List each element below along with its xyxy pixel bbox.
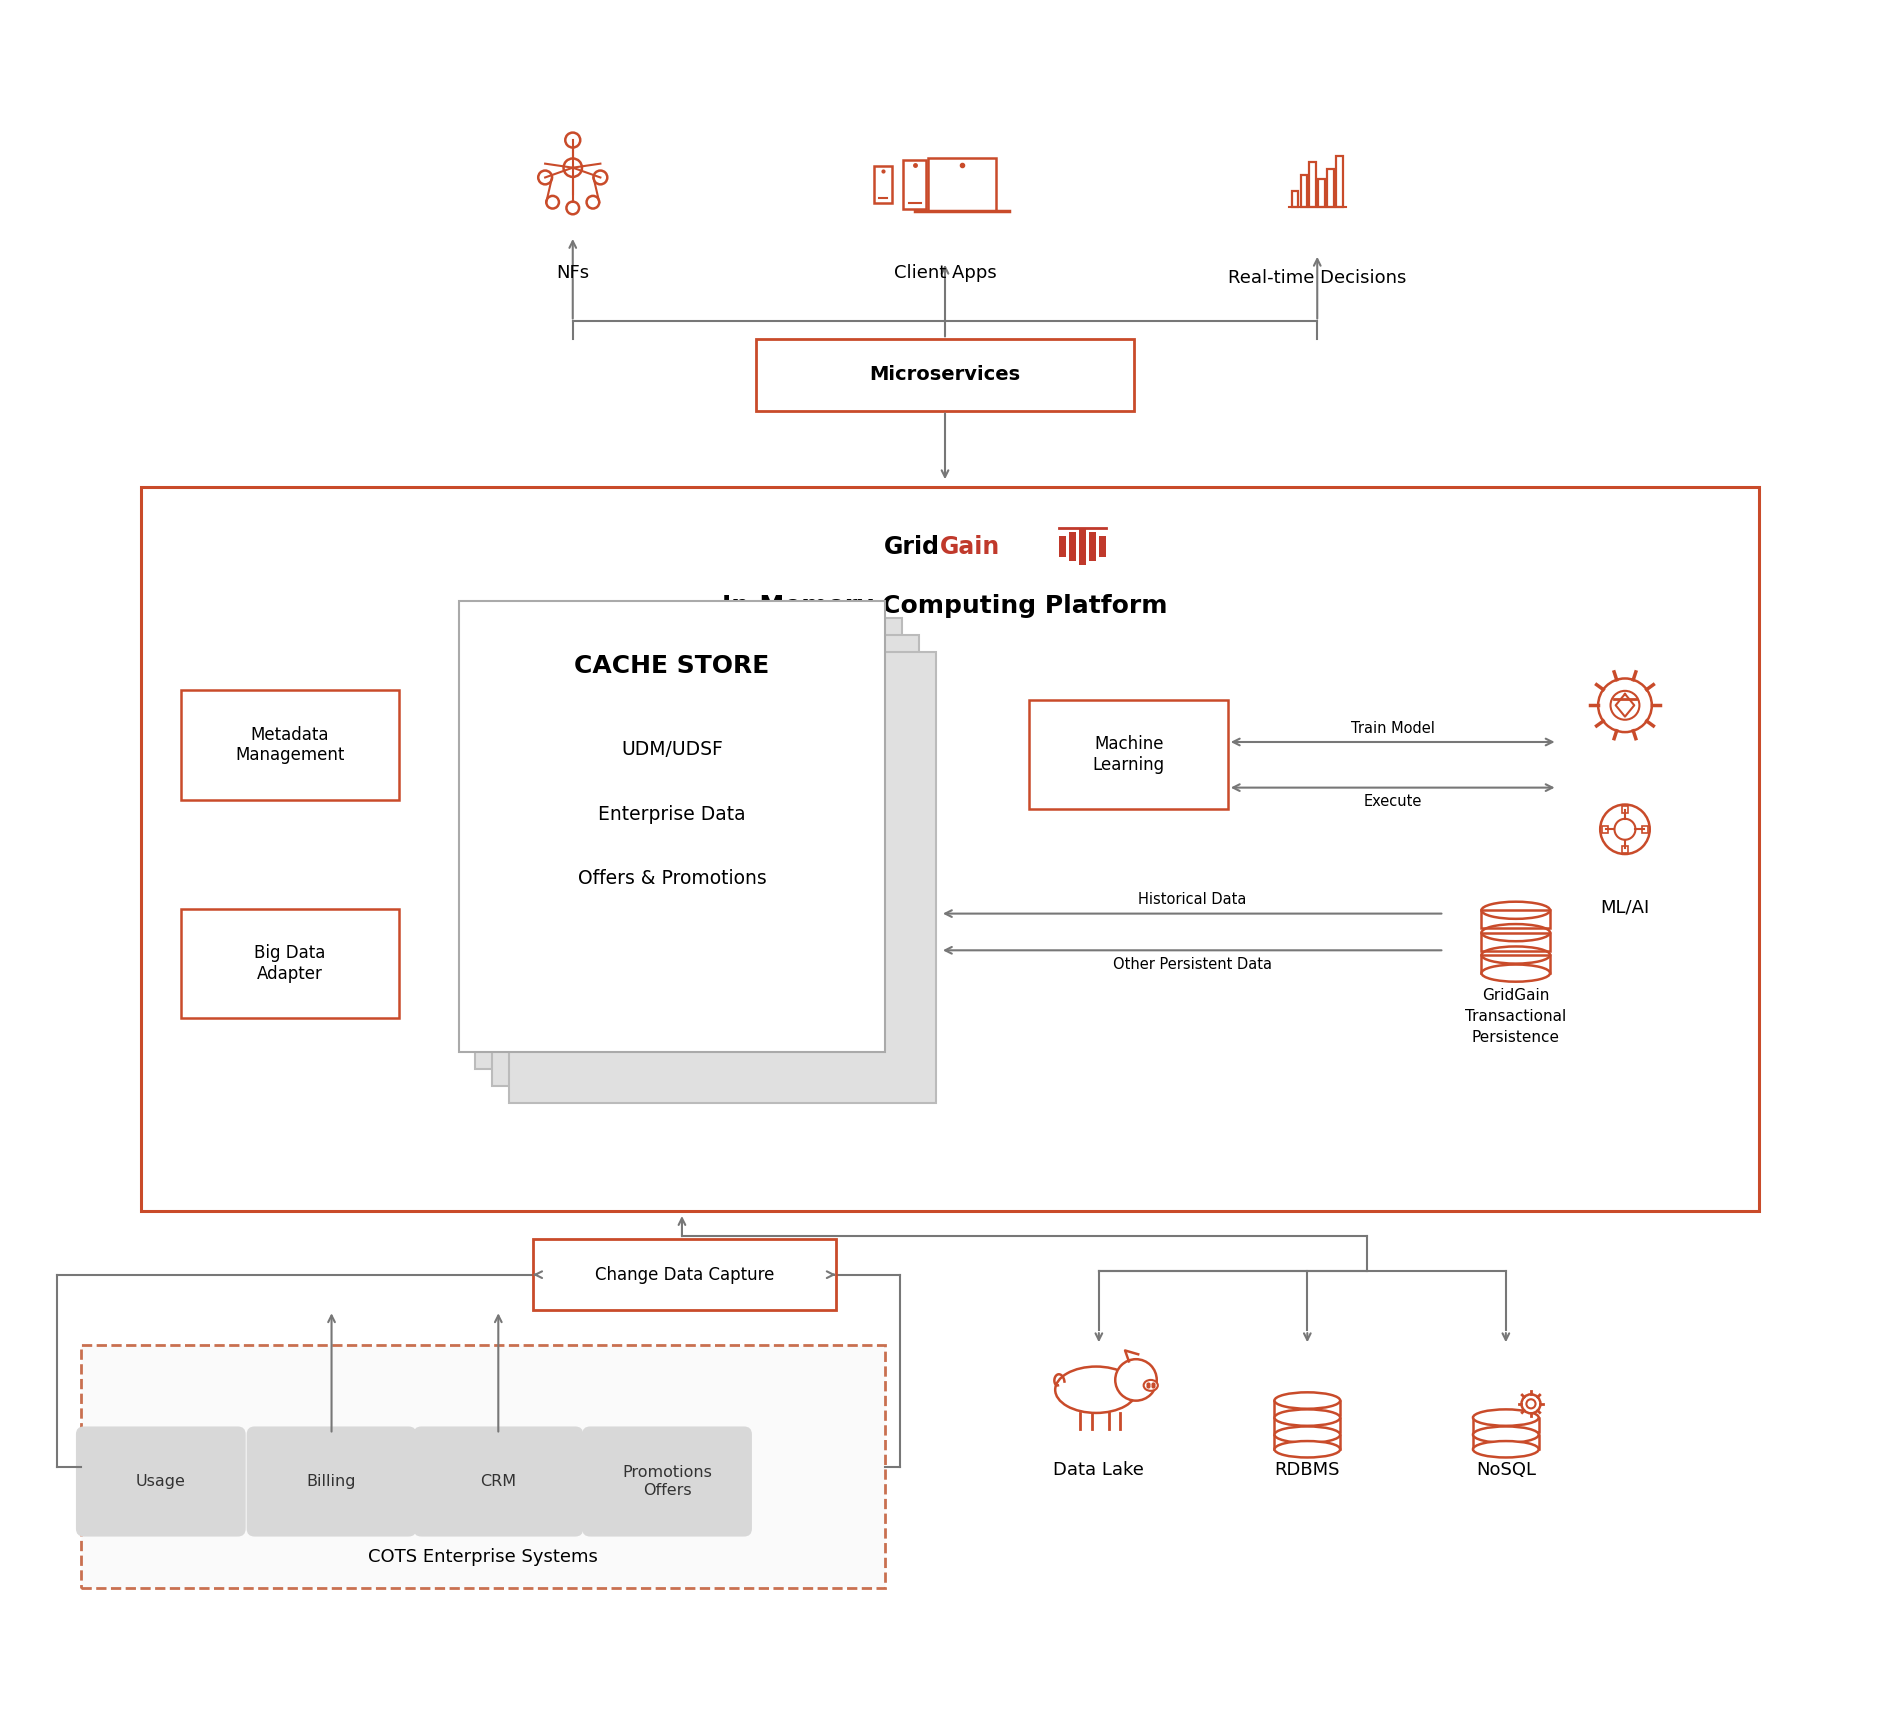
Text: CRM: CRM bbox=[480, 1475, 516, 1489]
Ellipse shape bbox=[1473, 1426, 1539, 1444]
Bar bbox=[902, 161, 927, 209]
Bar bbox=[1275, 1435, 1341, 1449]
Text: UDM/UDSF: UDM/UDSF bbox=[620, 740, 722, 759]
FancyBboxPatch shape bbox=[414, 1426, 582, 1537]
Bar bbox=[1275, 1400, 1341, 1414]
Bar bbox=[1622, 845, 1628, 852]
FancyBboxPatch shape bbox=[582, 1426, 753, 1537]
Text: Promotions
Offers: Promotions Offers bbox=[622, 1464, 713, 1497]
Bar bbox=[1099, 536, 1106, 557]
Text: Real-time Decisions: Real-time Decisions bbox=[1227, 268, 1407, 287]
Text: Gain: Gain bbox=[940, 534, 1000, 558]
Ellipse shape bbox=[1275, 1440, 1341, 1458]
Circle shape bbox=[1116, 1359, 1157, 1400]
Bar bbox=[1602, 826, 1609, 833]
Ellipse shape bbox=[1473, 1440, 1539, 1458]
FancyBboxPatch shape bbox=[509, 652, 936, 1103]
Bar bbox=[1059, 536, 1067, 557]
Text: Billing: Billing bbox=[306, 1475, 356, 1489]
FancyBboxPatch shape bbox=[756, 339, 1133, 412]
Text: COTS Enterprise Systems: COTS Enterprise Systems bbox=[369, 1547, 598, 1566]
FancyBboxPatch shape bbox=[182, 690, 399, 799]
Text: Execute: Execute bbox=[1363, 794, 1422, 809]
Bar bbox=[1301, 175, 1307, 207]
Bar bbox=[1473, 1435, 1539, 1449]
Ellipse shape bbox=[1055, 1366, 1136, 1413]
Bar bbox=[1318, 180, 1326, 207]
Bar bbox=[1068, 533, 1076, 562]
Text: Data Lake: Data Lake bbox=[1053, 1461, 1144, 1480]
Bar bbox=[1641, 826, 1649, 833]
Bar bbox=[1309, 163, 1316, 207]
FancyBboxPatch shape bbox=[460, 602, 885, 1053]
Bar bbox=[1080, 527, 1085, 565]
FancyBboxPatch shape bbox=[142, 488, 1759, 1212]
Text: Client Apps: Client Apps bbox=[894, 265, 997, 282]
Text: Grid: Grid bbox=[883, 534, 940, 558]
Text: Other Persistent Data: Other Persistent Data bbox=[1112, 958, 1271, 972]
Ellipse shape bbox=[1473, 1409, 1539, 1426]
Ellipse shape bbox=[1275, 1426, 1341, 1444]
Bar bbox=[1275, 1418, 1341, 1432]
Ellipse shape bbox=[1144, 1380, 1157, 1390]
Bar bbox=[928, 157, 997, 211]
Text: Machine
Learning: Machine Learning bbox=[1093, 735, 1165, 775]
Bar bbox=[1292, 190, 1299, 207]
FancyBboxPatch shape bbox=[533, 1240, 836, 1311]
Text: CACHE STORE: CACHE STORE bbox=[575, 654, 770, 678]
Bar bbox=[874, 166, 893, 202]
Text: Offers & Promotions: Offers & Promotions bbox=[577, 870, 766, 889]
Bar bbox=[1089, 533, 1097, 562]
Ellipse shape bbox=[1275, 1409, 1341, 1426]
Text: Historical Data: Historical Data bbox=[1138, 892, 1246, 906]
FancyBboxPatch shape bbox=[475, 617, 902, 1069]
FancyBboxPatch shape bbox=[81, 1345, 885, 1589]
Text: ML/AI: ML/AI bbox=[1600, 899, 1649, 916]
Text: In-Memory Computing Platform: In-Memory Computing Platform bbox=[722, 595, 1169, 617]
FancyBboxPatch shape bbox=[492, 635, 919, 1086]
Text: GridGain
Transactional
Persistence: GridGain Transactional Persistence bbox=[1466, 987, 1566, 1044]
Text: NFs: NFs bbox=[556, 265, 590, 282]
FancyBboxPatch shape bbox=[1029, 700, 1227, 809]
FancyBboxPatch shape bbox=[246, 1426, 416, 1537]
FancyBboxPatch shape bbox=[182, 909, 399, 1018]
Circle shape bbox=[1522, 1394, 1541, 1413]
Text: Big Data
Adapter: Big Data Adapter bbox=[253, 944, 325, 982]
Bar bbox=[1473, 1418, 1539, 1432]
Text: Train Model: Train Model bbox=[1350, 721, 1435, 737]
Ellipse shape bbox=[1481, 965, 1551, 982]
Text: Change Data Capture: Change Data Capture bbox=[596, 1266, 773, 1283]
Ellipse shape bbox=[1275, 1392, 1341, 1409]
Text: Metadata
Management: Metadata Management bbox=[234, 726, 344, 764]
Text: Microservices: Microservices bbox=[870, 365, 1021, 384]
Bar bbox=[1337, 156, 1343, 207]
Bar bbox=[1327, 169, 1333, 207]
Text: NoSQL: NoSQL bbox=[1475, 1461, 1535, 1480]
Text: Usage: Usage bbox=[136, 1475, 185, 1489]
Bar bbox=[1481, 932, 1551, 951]
FancyBboxPatch shape bbox=[76, 1426, 246, 1537]
Text: Enterprise Data: Enterprise Data bbox=[598, 806, 745, 825]
Bar bbox=[1481, 909, 1551, 928]
Bar bbox=[1622, 806, 1628, 813]
Bar bbox=[1481, 954, 1551, 973]
Text: RDBMS: RDBMS bbox=[1275, 1461, 1341, 1480]
